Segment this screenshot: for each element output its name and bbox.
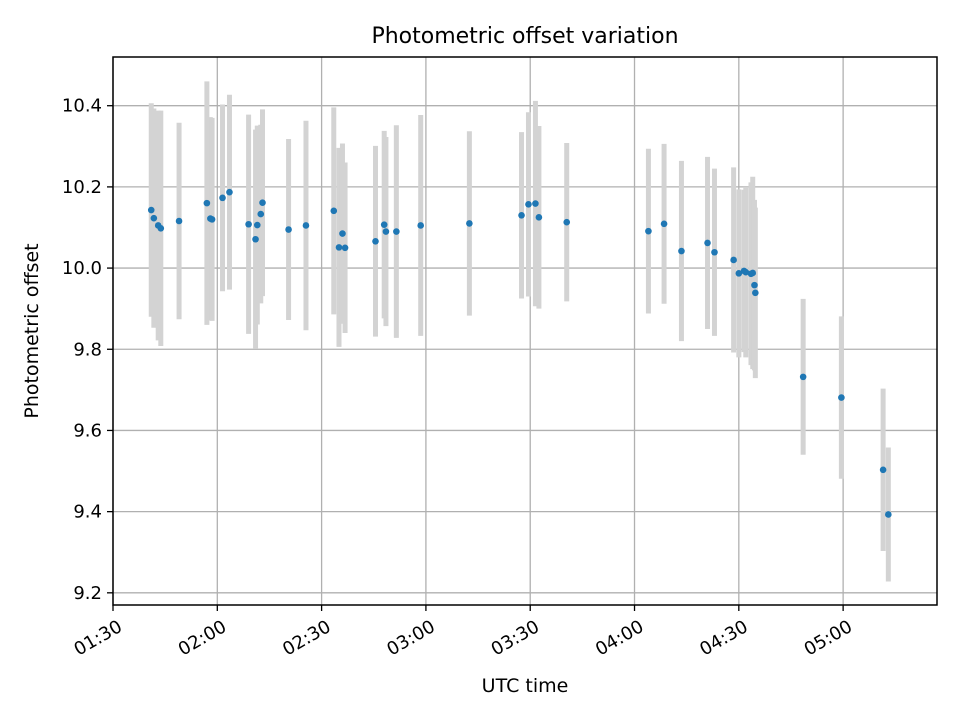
data-point bbox=[393, 228, 400, 235]
data-point bbox=[678, 247, 685, 255]
data-point bbox=[885, 511, 892, 518]
data-point bbox=[335, 244, 343, 251]
data-points bbox=[147, 188, 892, 518]
y-tick-label: 10.4 bbox=[62, 96, 102, 117]
data-point bbox=[535, 214, 543, 221]
data-point bbox=[532, 200, 539, 207]
data-point bbox=[302, 222, 310, 229]
data-point bbox=[838, 394, 845, 401]
data-point bbox=[730, 256, 737, 264]
data-point bbox=[417, 222, 424, 229]
data-point bbox=[245, 220, 252, 228]
data-point bbox=[253, 221, 261, 229]
data-point bbox=[252, 235, 259, 243]
data-point bbox=[175, 217, 183, 225]
data-point bbox=[704, 239, 711, 247]
data-point bbox=[799, 373, 807, 381]
data-point bbox=[711, 248, 718, 256]
data-point bbox=[382, 228, 390, 235]
data-point bbox=[341, 244, 349, 252]
data-point bbox=[330, 207, 338, 215]
data-point bbox=[742, 268, 750, 276]
data-point bbox=[157, 225, 165, 232]
data-point bbox=[285, 226, 292, 233]
grid bbox=[112, 57, 937, 605]
x-axis-label: UTC time bbox=[482, 675, 569, 697]
data-point bbox=[660, 220, 668, 228]
data-point bbox=[879, 466, 887, 474]
data-point bbox=[380, 221, 388, 228]
data-point bbox=[563, 218, 571, 226]
data-point bbox=[735, 270, 743, 277]
data-point bbox=[372, 237, 379, 245]
data-point bbox=[219, 194, 226, 202]
data-point bbox=[257, 210, 265, 218]
plot-frame bbox=[112, 56, 938, 606]
data-point bbox=[339, 230, 346, 237]
y-tick-label: 9.2 bbox=[73, 583, 102, 604]
data-point bbox=[150, 214, 158, 222]
data-point bbox=[259, 199, 266, 207]
data-point bbox=[751, 281, 758, 289]
data-point bbox=[203, 199, 211, 207]
data-point bbox=[749, 269, 757, 277]
data-point bbox=[518, 212, 525, 219]
chart-title: Photometric offset variation bbox=[371, 24, 678, 49]
data-point bbox=[525, 201, 532, 208]
data-point bbox=[208, 216, 216, 223]
data-point bbox=[645, 227, 652, 235]
data-point bbox=[752, 289, 759, 297]
y-tick-label: 10.0 bbox=[62, 258, 102, 279]
y-tick-label: 9.4 bbox=[73, 502, 102, 523]
y-axis-label: Photometric offset bbox=[21, 243, 43, 418]
y-tick-label: 9.8 bbox=[73, 339, 102, 360]
data-point bbox=[466, 220, 473, 227]
data-point bbox=[226, 188, 233, 196]
y-tick-label: 10.2 bbox=[62, 177, 102, 198]
y-tick-label: 9.6 bbox=[73, 420, 102, 441]
data-point bbox=[147, 206, 155, 214]
